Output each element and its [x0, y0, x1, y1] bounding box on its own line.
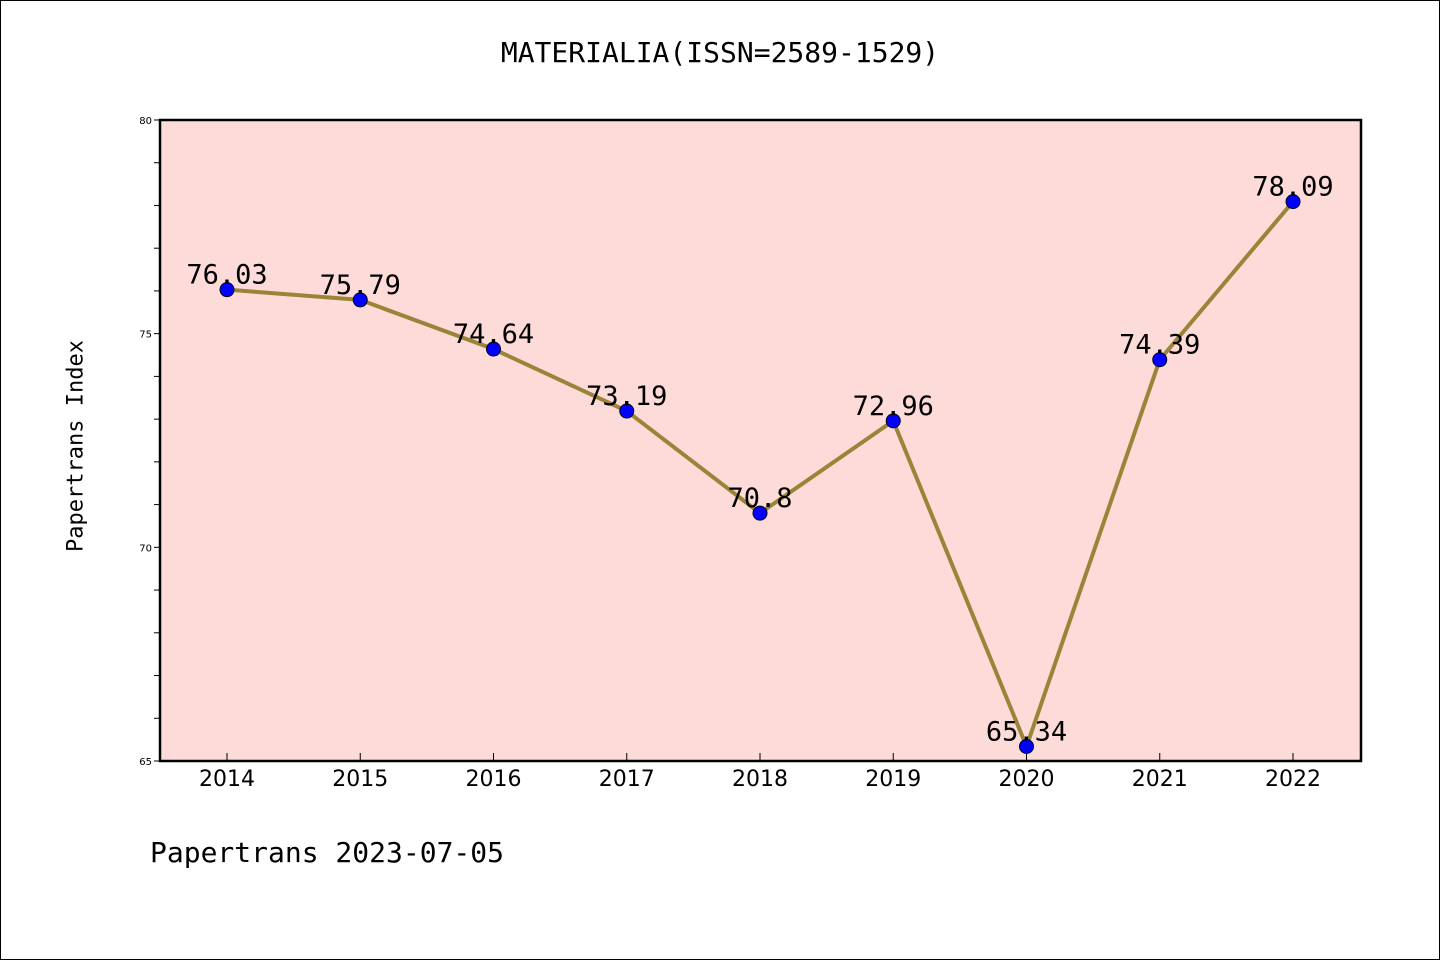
- chart-title: MATERIALIA(ISSN=2589-1529): [500, 36, 940, 69]
- footer-note: Papertrans 2023-07-05: [150, 836, 505, 869]
- data-label: 74.64: [453, 319, 534, 350]
- y-tick-label: 75: [139, 330, 152, 341]
- x-tick-label: 2014: [199, 767, 255, 792]
- data-point: [885, 413, 901, 429]
- data-point: [752, 505, 768, 521]
- data-point: [619, 403, 635, 419]
- x-tick-label: 2022: [1265, 767, 1321, 792]
- data-label: 73.19: [586, 381, 667, 412]
- data-label: 70.8: [727, 483, 792, 514]
- data-point: [352, 292, 368, 308]
- y-tick-label: 65: [139, 757, 152, 768]
- data-point: [1152, 352, 1168, 368]
- x-tick-label: 2018: [732, 767, 788, 792]
- data-label: 76.03: [186, 260, 267, 291]
- x-tick-label: 2016: [466, 767, 522, 792]
- data-label: 75.79: [320, 270, 401, 301]
- y-tick-label: 70: [139, 543, 152, 554]
- data-point: [1285, 194, 1301, 210]
- y-tick-label: 80: [139, 116, 152, 127]
- x-tick-label: 2021: [1132, 767, 1188, 792]
- x-tick-label: 2019: [865, 767, 921, 792]
- data-label: 72.96: [853, 391, 934, 422]
- x-tick-label: 2015: [332, 767, 388, 792]
- data-point: [486, 341, 501, 357]
- x-tick-label: 2020: [999, 767, 1055, 792]
- data-point: [219, 282, 235, 298]
- data-point: [1019, 738, 1034, 754]
- x-tick-label: 2017: [599, 767, 655, 792]
- data-label: 74.39: [1119, 330, 1200, 361]
- data-label: 78.09: [1252, 172, 1333, 203]
- plot-background: [160, 120, 1361, 761]
- plot-border: [158, 118, 1363, 763]
- data-label: 65.34: [986, 716, 1067, 747]
